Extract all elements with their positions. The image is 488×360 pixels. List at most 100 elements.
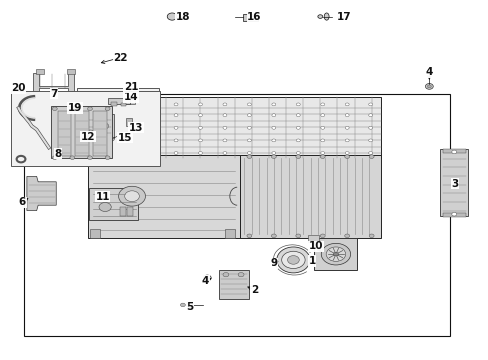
Ellipse shape [281,251,305,269]
Text: 6: 6 [19,197,26,207]
Ellipse shape [345,126,348,129]
Text: 21: 21 [123,82,138,92]
Text: 11: 11 [95,192,110,202]
Ellipse shape [344,234,349,238]
Text: 16: 16 [246,12,261,22]
Ellipse shape [296,139,300,142]
Ellipse shape [247,126,251,129]
Ellipse shape [345,114,348,117]
Ellipse shape [333,252,338,256]
Ellipse shape [246,234,251,238]
Ellipse shape [295,234,300,238]
Ellipse shape [344,155,349,158]
Ellipse shape [70,107,75,111]
Ellipse shape [368,152,372,154]
Text: 7: 7 [50,89,58,99]
Ellipse shape [295,155,300,158]
Ellipse shape [94,148,102,153]
Ellipse shape [105,156,110,159]
Bar [121,99,135,104]
Bar [93,111,106,156]
Ellipse shape [247,139,251,142]
Text: 3: 3 [450,179,457,189]
Bar [90,229,100,238]
Bar [219,270,249,299]
Ellipse shape [271,103,275,106]
Ellipse shape [247,152,251,154]
Ellipse shape [174,114,178,117]
Bar [307,235,318,242]
Ellipse shape [368,103,372,106]
Text: 18: 18 [175,12,190,22]
Ellipse shape [325,247,345,261]
Ellipse shape [320,139,324,142]
Ellipse shape [167,13,177,20]
Ellipse shape [451,150,456,154]
Bar [111,102,117,106]
Ellipse shape [186,302,192,308]
Ellipse shape [427,85,430,88]
Ellipse shape [86,130,95,136]
Ellipse shape [320,155,325,158]
Ellipse shape [99,202,111,211]
Ellipse shape [368,114,372,117]
Bar [73,155,81,159]
Bar [63,155,71,159]
Ellipse shape [296,114,300,117]
Text: 10: 10 [308,241,323,251]
Ellipse shape [203,275,211,281]
Ellipse shape [198,126,202,129]
Bar [77,88,159,146]
Ellipse shape [345,152,348,154]
Ellipse shape [324,13,328,20]
Text: 9: 9 [270,258,277,268]
Ellipse shape [247,103,251,106]
Bar [88,155,239,238]
Text: 12: 12 [81,132,95,142]
Bar [51,106,112,158]
Ellipse shape [52,107,57,111]
Ellipse shape [149,126,153,129]
Ellipse shape [287,256,299,264]
Ellipse shape [320,126,324,129]
Ellipse shape [108,137,114,141]
Ellipse shape [320,114,324,117]
Ellipse shape [223,114,226,117]
Ellipse shape [180,303,185,307]
Bar [314,238,357,270]
Text: 5: 5 [186,302,193,312]
Bar [126,118,132,126]
Ellipse shape [451,212,456,216]
Bar [67,69,75,74]
Ellipse shape [198,114,202,117]
Ellipse shape [296,126,300,129]
Text: 4: 4 [425,67,432,77]
Ellipse shape [52,156,57,159]
Text: 2: 2 [250,285,257,295]
Ellipse shape [271,234,276,238]
Text: 20: 20 [11,83,26,93]
Ellipse shape [174,152,178,154]
Ellipse shape [368,139,372,142]
Ellipse shape [205,276,209,279]
Bar [82,114,114,138]
Ellipse shape [317,15,322,18]
Bar [442,149,465,153]
Ellipse shape [149,103,153,106]
Bar [127,207,133,216]
Ellipse shape [276,247,309,273]
Ellipse shape [238,273,244,277]
Ellipse shape [174,103,178,106]
Ellipse shape [296,103,300,106]
Ellipse shape [174,139,178,142]
Polygon shape [33,73,74,91]
Ellipse shape [119,186,145,206]
Ellipse shape [320,103,324,106]
Ellipse shape [368,155,373,158]
Ellipse shape [223,103,226,106]
Ellipse shape [345,103,348,106]
Ellipse shape [87,156,92,159]
Bar [75,111,89,156]
Ellipse shape [149,152,153,154]
Ellipse shape [345,139,348,142]
